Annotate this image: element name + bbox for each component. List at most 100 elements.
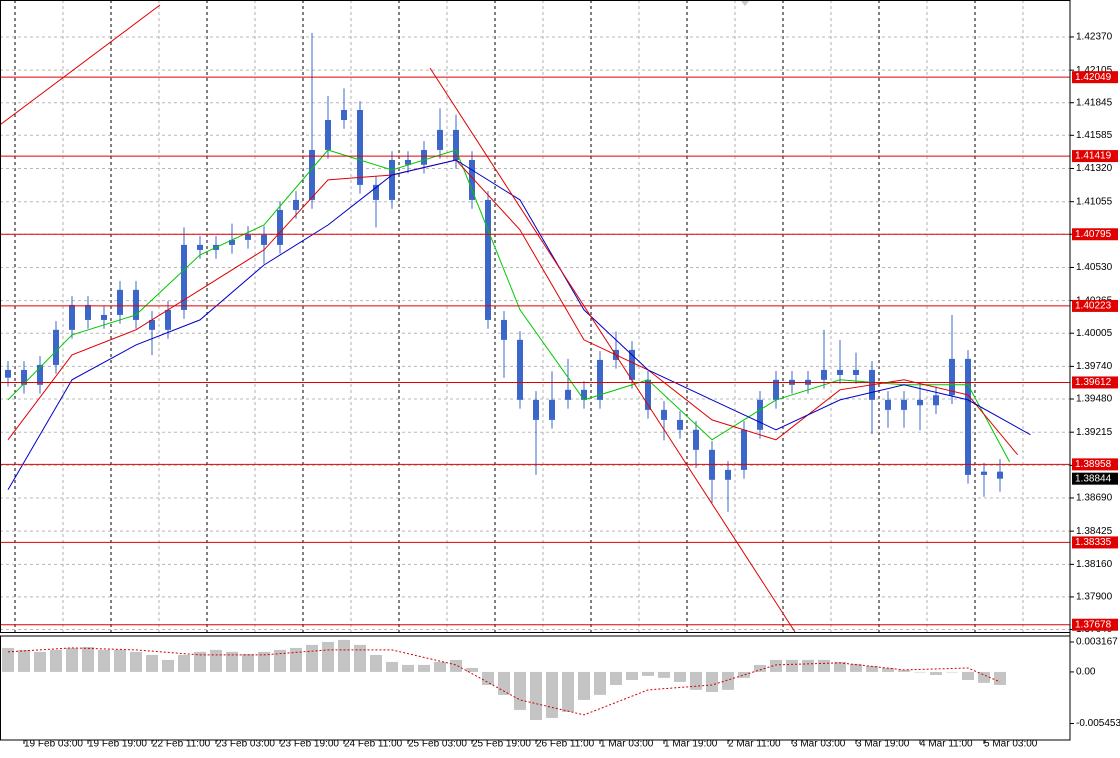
histogram-bar — [114, 649, 126, 672]
x-tick-label: 26 Feb 11:00 — [536, 739, 595, 750]
level-label: 1.38335 — [1075, 537, 1112, 548]
y-tick-label: 1.38690 — [1076, 493, 1113, 504]
trend-line — [0, 4, 161, 126]
candle-body — [773, 379, 779, 400]
candle-body — [405, 159, 411, 165]
y-tick-label: 1.39740 — [1076, 361, 1113, 372]
y-tick-label: 1.41055 — [1076, 196, 1113, 207]
histogram-bar — [338, 639, 350, 672]
histogram-bar — [882, 667, 894, 672]
x-tick-label: 19 Feb 19:00 — [88, 739, 147, 750]
moving-average — [7, 149, 1011, 463]
histogram-bar — [546, 671, 558, 718]
histogram-bar — [242, 653, 254, 672]
candle-body — [901, 399, 907, 410]
candle-body — [677, 419, 683, 430]
candle-body — [389, 159, 395, 200]
histogram-bar — [50, 649, 62, 672]
level-tag — [1072, 536, 1118, 549]
candle-body — [469, 159, 475, 200]
candle-body — [565, 389, 571, 400]
x-tick-label: 5 Mar 03:00 — [984, 739, 1038, 750]
histogram-bar — [514, 671, 526, 710]
histogram-bar — [466, 667, 478, 672]
candle-body — [501, 319, 507, 340]
candle-body — [965, 358, 971, 475]
candle-body — [645, 379, 651, 410]
candle-body — [309, 149, 315, 200]
histogram-bar — [82, 646, 94, 672]
histogram-bar — [722, 671, 734, 690]
candle-body — [85, 304, 91, 320]
candle-body — [149, 319, 155, 330]
candle-body — [917, 399, 923, 406]
last-price-label: 1.38844 — [1075, 473, 1112, 484]
level-label: 1.39612 — [1075, 377, 1112, 388]
candle-body — [5, 369, 11, 378]
x-tick-label: 3 Mar 19:00 — [856, 739, 910, 750]
y-tick-label: 1.39480 — [1076, 394, 1113, 405]
candle-body — [261, 234, 267, 245]
y-tick-label: 1.40005 — [1076, 328, 1113, 339]
x-tick-label: 4 Mar 11:00 — [920, 739, 973, 750]
candle-body — [133, 289, 139, 320]
level-label: 1.41419 — [1075, 151, 1112, 162]
candle-body — [949, 358, 955, 396]
histogram-bar — [98, 649, 110, 672]
x-tick-label: 1 Mar 03:00 — [600, 739, 654, 750]
histogram-bar — [274, 649, 286, 672]
level-label: 1.37678 — [1075, 619, 1112, 630]
candle-body — [661, 409, 667, 420]
histogram-bar — [706, 671, 718, 692]
histogram-bar — [322, 641, 334, 672]
candle-body — [725, 469, 731, 480]
last-price-tag — [1072, 472, 1118, 485]
y-tick-label: 1.39215 — [1076, 427, 1113, 438]
histogram-bar — [226, 651, 238, 672]
candle-body — [485, 199, 491, 320]
histogram-bar — [2, 647, 14, 672]
candle-body — [421, 149, 427, 165]
histogram-bar — [658, 671, 670, 678]
histogram-bar — [802, 659, 814, 672]
histogram-bar — [738, 671, 750, 678]
histogram-bar — [290, 647, 302, 672]
level-tag — [1072, 228, 1118, 241]
candle-body — [341, 109, 347, 121]
candle-body — [885, 399, 891, 410]
histogram-bar — [834, 661, 846, 672]
candle-body — [757, 399, 763, 430]
y-tick-label: 1.37900 — [1076, 592, 1113, 603]
candle-body — [325, 120, 331, 150]
histogram-bar — [626, 671, 638, 680]
x-tick-label: 24 Feb 11:00 — [344, 739, 403, 750]
candle-body — [629, 349, 635, 380]
histogram-bar — [754, 664, 766, 672]
histogram-bar — [66, 647, 78, 672]
level-tag — [1072, 299, 1118, 312]
candle-body — [517, 339, 523, 400]
histogram-bar — [914, 671, 926, 673]
histogram-bar — [898, 669, 910, 672]
x-tick-label: 23 Feb 19:00 — [280, 739, 339, 750]
candle-body — [53, 329, 59, 365]
candle-body — [933, 395, 939, 406]
y-tick-label: 1.41585 — [1076, 130, 1113, 141]
level-label: 1.40223 — [1075, 301, 1112, 312]
histogram-bar — [610, 671, 622, 685]
histogram-bar — [786, 659, 798, 672]
histogram-bar — [306, 644, 318, 672]
level-tag — [1072, 376, 1118, 389]
histogram-bar — [850, 663, 862, 672]
histogram-bar — [930, 671, 942, 675]
x-tick-label: 3 Mar 03:00 — [792, 739, 846, 750]
histogram-bar — [418, 664, 430, 672]
moving-average — [7, 159, 1031, 491]
histogram-bar — [210, 649, 222, 672]
y-tick-label: 1.42105 — [1076, 65, 1113, 76]
histogram-bar — [962, 671, 974, 680]
candle-body — [69, 304, 75, 330]
histogram-bar — [978, 671, 990, 683]
